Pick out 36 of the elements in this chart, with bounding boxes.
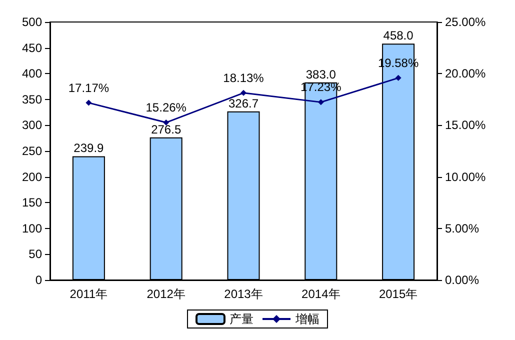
y-tick-label: 500 [22,15,42,29]
data-label: 458.0 [383,28,414,43]
y-tick-label: 100 [22,221,42,236]
data-label: 18.13% [223,70,264,85]
point [240,90,246,96]
data-label: 276.5 [151,122,182,136]
x-tick-label: 2012年 [146,287,186,301]
y2-tick-label: 10.00% [445,170,486,184]
data-label: 239.9 [74,141,104,156]
y-tick-label: 250 [22,144,42,158]
y-tick-label: 400 [22,66,42,81]
y-tick-label: 50 [28,247,42,262]
x-tick-label: 2011年 [70,287,108,301]
y-tick-label: 300 [22,118,42,132]
legend-label: 增幅 [294,312,320,326]
y-tick-label: 150 [22,196,42,210]
point [318,99,324,106]
y-tick-label: 450 [22,40,42,55]
data-label: 326.7 [228,96,259,110]
y-tick-label: 0 [35,273,42,287]
point [86,100,92,106]
y-tick-label: 200 [22,170,42,184]
point [395,74,402,81]
data-label: 17.17% [68,80,110,95]
x-tick-label: 2013年 [224,287,263,301]
data-label: 15.26% [146,100,187,115]
y-tick-label: 350 [22,92,42,106]
y2-tick-label: 0.00% [445,273,480,287]
y2-tick-label: 5.00% [445,221,480,236]
data-label: 383.0 [306,67,336,82]
x-tick-label: 2014年 [302,287,340,301]
y2-tick-label: 15.00% [445,118,486,132]
y2-tick-label: 20.00% [445,66,486,81]
x-tick-label: 2015年 [378,287,418,301]
legend-label: 产量 [230,312,254,326]
y2-tick-label: 25.00% [445,15,486,29]
